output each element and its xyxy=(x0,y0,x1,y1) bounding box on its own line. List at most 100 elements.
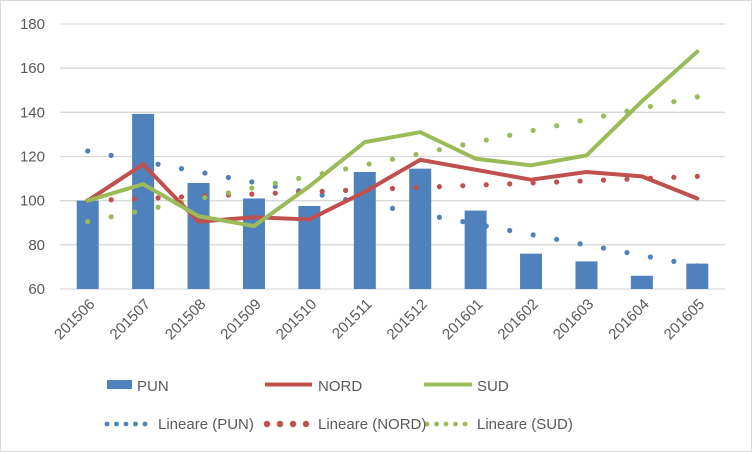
legend-swatch-trend-pun xyxy=(142,421,148,427)
line-sud xyxy=(85,49,700,229)
trend-point-nord xyxy=(694,173,700,179)
trend-point-nord xyxy=(436,184,442,190)
y-tick-label: 80 xyxy=(28,237,45,254)
x-tick-label: 201511 xyxy=(329,296,376,343)
x-tick-label: 201603 xyxy=(550,296,597,343)
trend-point-pun xyxy=(319,192,325,198)
trend-point-pun xyxy=(647,254,654,260)
legend-label-nord: NORD xyxy=(318,378,362,395)
trend-point-sud xyxy=(272,180,278,186)
trend-point-sud xyxy=(389,156,396,162)
x-tick-label: 201508 xyxy=(162,296,209,343)
trend-point-nord xyxy=(460,183,466,189)
bar-pun xyxy=(575,261,598,289)
x-tick-label: 201510 xyxy=(273,296,320,343)
trend-point-sud xyxy=(202,195,208,201)
bar-pun xyxy=(409,168,432,289)
trend-point-pun xyxy=(600,245,607,251)
trend-point-pun xyxy=(507,227,513,234)
legend-swatch-trend-nord xyxy=(263,420,271,428)
trend-point-nord xyxy=(155,195,161,201)
trend-point-nord xyxy=(108,197,114,203)
bar-pun xyxy=(298,205,321,289)
trend-point-sud xyxy=(554,123,560,129)
legend-label-trend-sud: Lineare (SUD) xyxy=(477,416,573,433)
trend-point-nord xyxy=(343,187,349,193)
x-tick-label: 201605 xyxy=(661,296,708,343)
trend-point-sud xyxy=(225,190,231,196)
x-tick-label: 201509 xyxy=(217,296,264,343)
legend-swatch-trend-pun xyxy=(114,421,119,427)
trend-point-sud xyxy=(296,175,302,182)
trend-point-pun xyxy=(366,201,372,207)
trend-point-nord xyxy=(577,178,583,184)
trend-point-sud xyxy=(460,142,466,148)
x-tick-label: 201604 xyxy=(605,296,652,343)
trend-point-sud xyxy=(249,185,255,191)
trend-point-pun xyxy=(436,214,442,220)
trend-point-nord xyxy=(272,190,278,196)
bar-pun xyxy=(630,275,653,289)
y-tick-label: 160 xyxy=(20,60,45,77)
bar-pun xyxy=(686,263,709,289)
series-lines xyxy=(85,49,700,229)
trend-point-nord xyxy=(319,188,325,194)
trendlines xyxy=(85,94,700,269)
legend-label-trend-nord: Lineare (NORD) xyxy=(318,416,426,433)
trend-point-sud xyxy=(671,99,677,105)
trend-point-pun xyxy=(85,148,91,154)
bar-pun xyxy=(242,198,265,289)
trend-point-pun xyxy=(155,161,161,167)
legend-swatch-trend-pun xyxy=(104,421,110,427)
trend-point-pun xyxy=(178,166,185,172)
legend-swatch-pun xyxy=(107,380,132,389)
x-tick-label: 201602 xyxy=(494,296,541,343)
trend-point-sud xyxy=(483,137,489,143)
y-tick-label: 140 xyxy=(20,104,45,121)
trend-point-pun xyxy=(483,223,489,229)
legend-swatch-trend-sud xyxy=(443,421,449,427)
trend-point-nord xyxy=(600,177,607,183)
trend-point-sud xyxy=(436,147,442,153)
trend-point-nord xyxy=(624,176,630,182)
trend-point-pun xyxy=(413,210,419,216)
trend-point-nord xyxy=(131,196,138,202)
trend-point-sud xyxy=(366,161,372,167)
trend-point-sud xyxy=(577,118,583,124)
trend-point-pun xyxy=(554,236,560,242)
legend-label-pun: PUN xyxy=(137,378,169,395)
trend-point-nord xyxy=(483,182,489,188)
trend-point-sud xyxy=(507,132,513,138)
trend-point-sud xyxy=(131,209,138,215)
trend-point-nord xyxy=(530,180,536,186)
trend-point-nord xyxy=(507,181,513,187)
y-tick-label: 100 xyxy=(20,193,45,210)
legend-swatch-trend-pun xyxy=(123,421,129,427)
trend-point-nord xyxy=(389,185,396,192)
bar-pun xyxy=(132,113,155,289)
x-tick-label: 201512 xyxy=(384,296,431,343)
trend-point-sud xyxy=(343,166,349,172)
legend-swatch-trend-sud xyxy=(434,421,439,427)
trend-point-sud xyxy=(694,94,700,100)
trend-point-nord xyxy=(671,174,677,180)
trend-point-sud xyxy=(530,127,536,134)
trend-point-pun xyxy=(530,232,536,238)
trend-point-pun xyxy=(671,258,677,264)
legend-swatch-trend-nord xyxy=(289,420,297,428)
legend-label-trend-pun: Lineare (PUN) xyxy=(158,416,254,433)
trend-point-nord xyxy=(413,184,419,191)
trend-point-pun xyxy=(694,263,700,269)
legend-swatch-trend-nord xyxy=(302,420,310,428)
trend-point-sud xyxy=(108,214,114,220)
trend-point-pun xyxy=(108,152,114,158)
trend-point-sud xyxy=(600,113,607,119)
bar-pun xyxy=(464,210,487,289)
trend-point-sud xyxy=(647,103,654,110)
bar-pun xyxy=(353,171,376,289)
legend: PUN NORD SUD Lineare (PUN) Lineare (NORD… xyxy=(104,378,573,433)
trend-point-sud xyxy=(155,204,161,210)
trend-point-sud xyxy=(413,151,419,158)
